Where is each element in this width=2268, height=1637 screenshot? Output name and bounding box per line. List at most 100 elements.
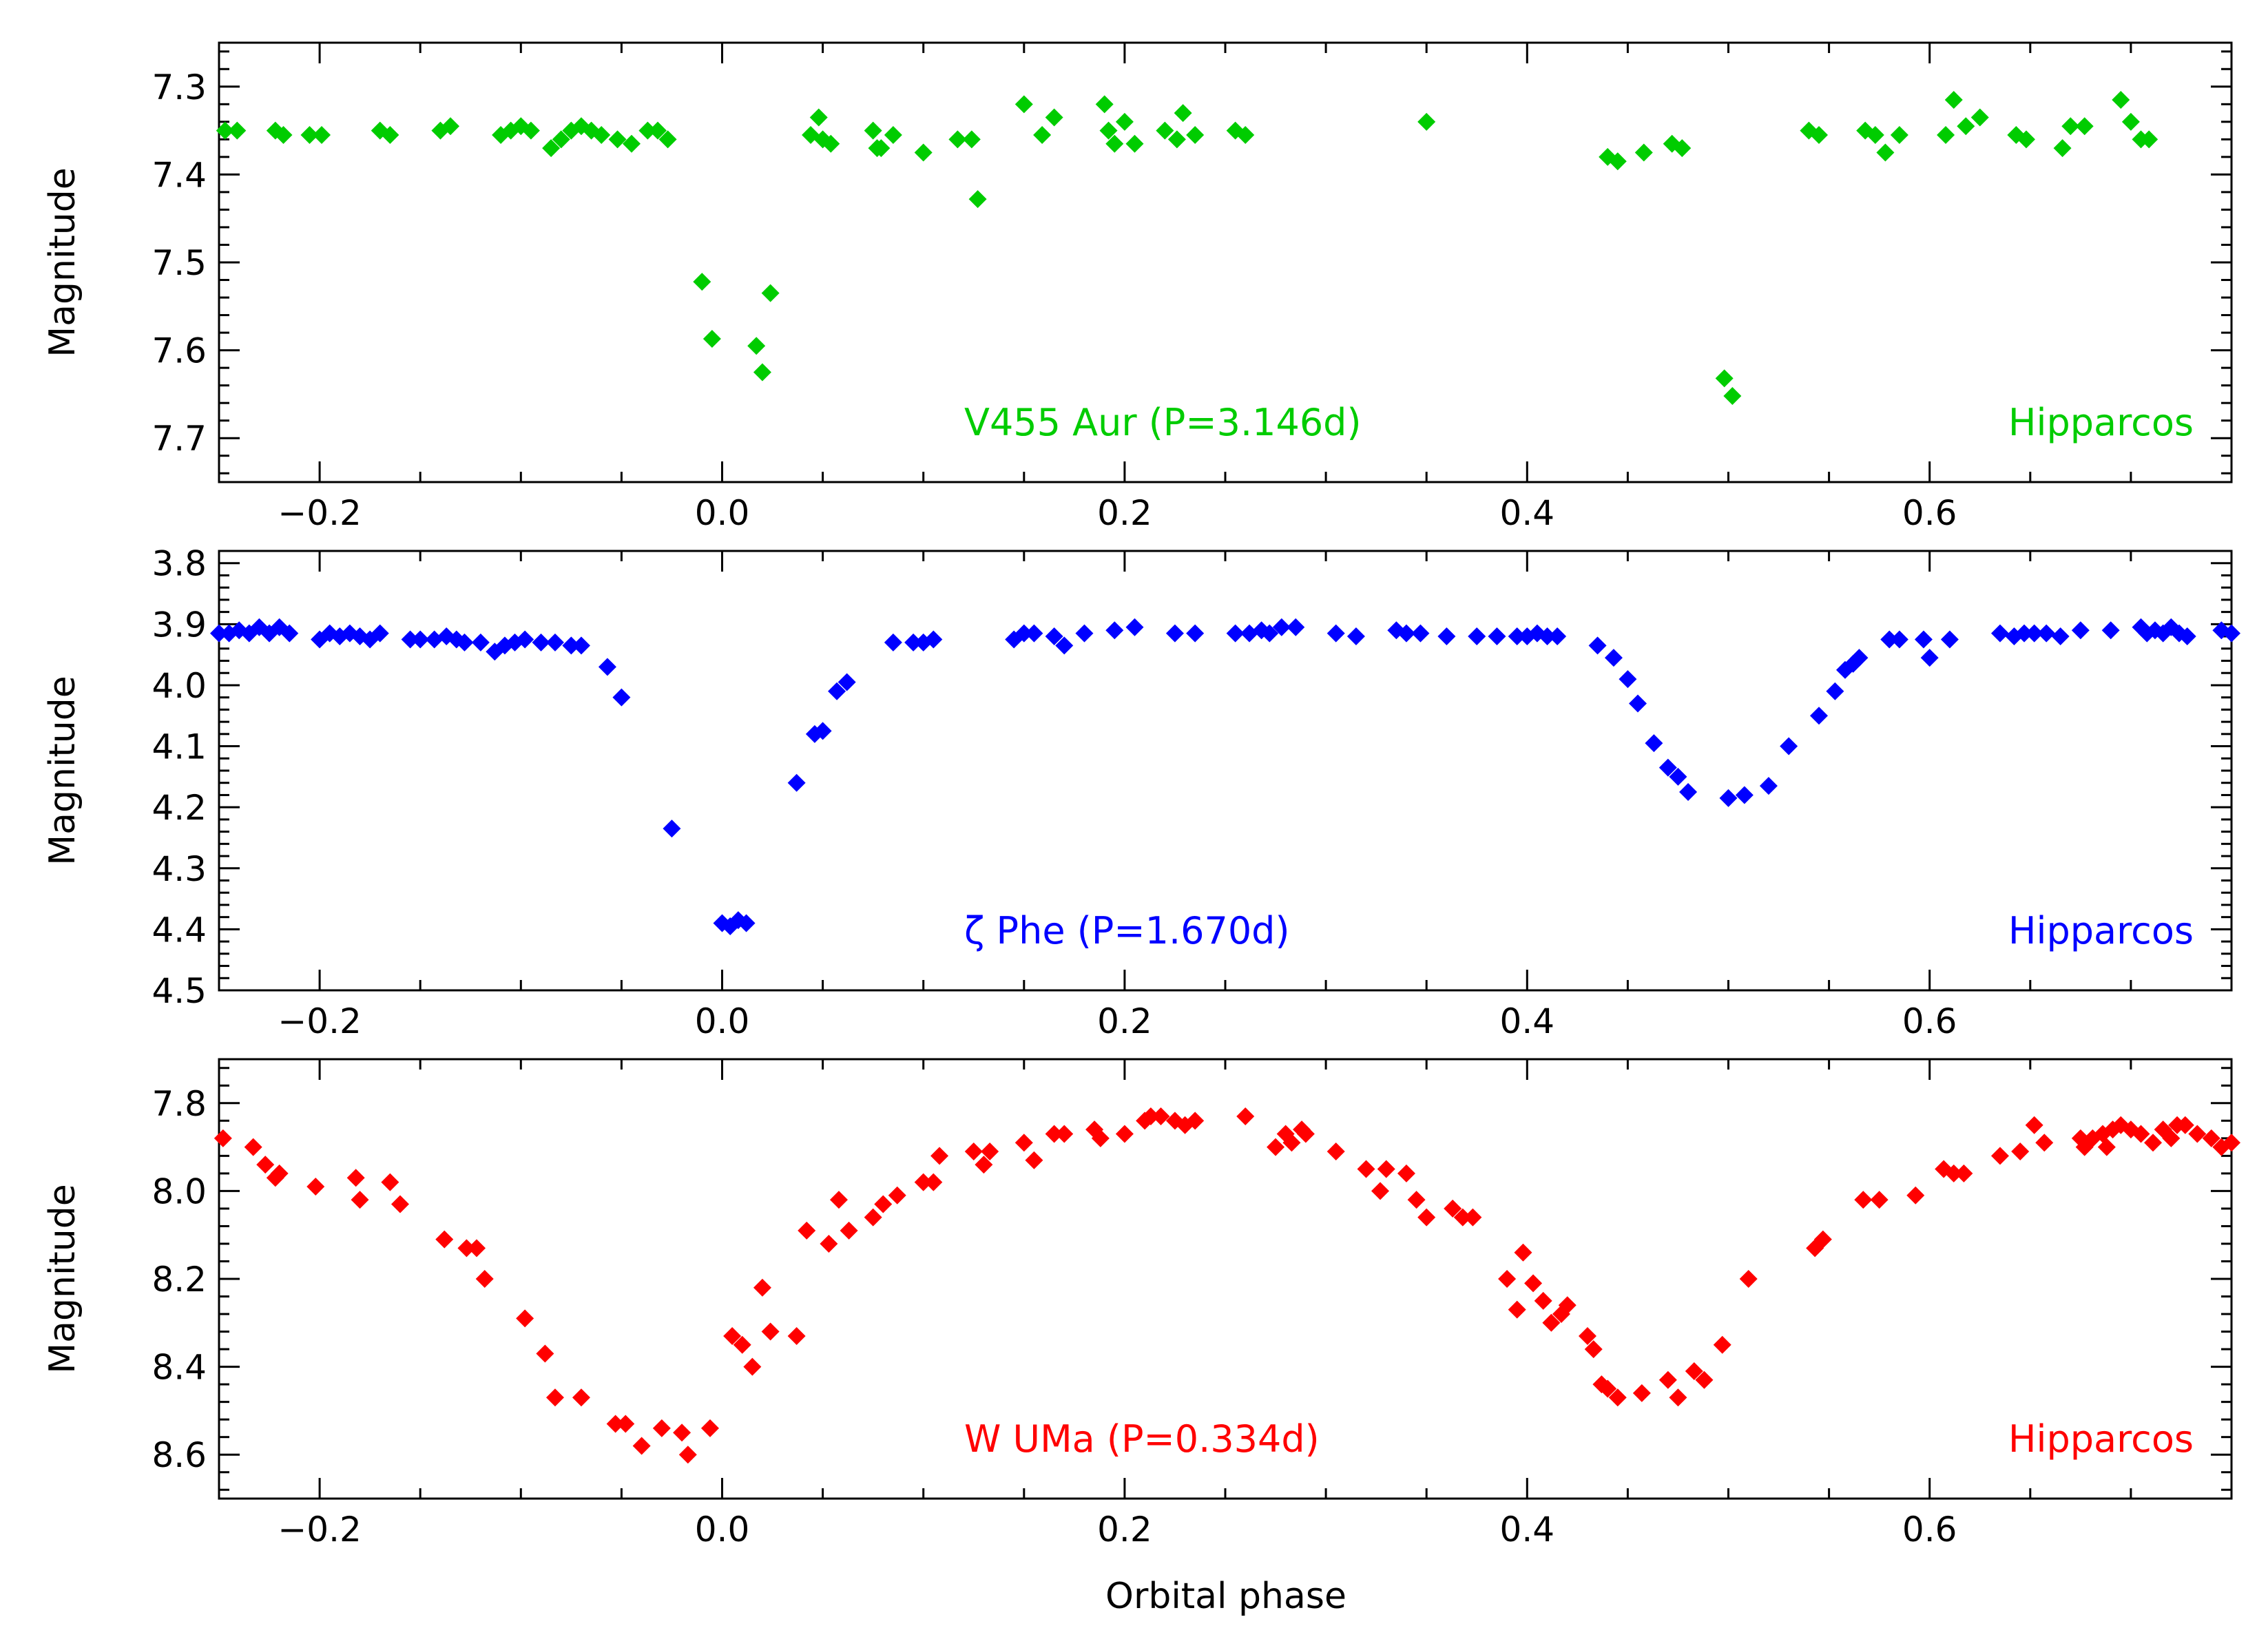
x-tick-label: 0.2 bbox=[1097, 1510, 1152, 1550]
data-point bbox=[2178, 627, 2196, 646]
data-point bbox=[572, 636, 590, 655]
data-point bbox=[2017, 130, 2035, 149]
data-point bbox=[1226, 624, 1245, 643]
data-point bbox=[468, 1239, 486, 1258]
data-point bbox=[700, 1419, 719, 1437]
data-point bbox=[244, 1138, 262, 1156]
data-point bbox=[280, 624, 299, 643]
x-tick-label: 0.2 bbox=[1097, 1001, 1152, 1041]
data-point bbox=[1809, 707, 1828, 725]
data-point bbox=[1619, 670, 1637, 689]
data-point bbox=[1514, 1243, 1532, 1262]
data-point bbox=[673, 1424, 691, 1442]
data-points bbox=[210, 618, 2240, 935]
data-point bbox=[1735, 786, 1754, 804]
data-point bbox=[822, 134, 840, 153]
data-point bbox=[1669, 1388, 1687, 1407]
data-point bbox=[924, 1173, 943, 1191]
source-label: Hipparcos bbox=[2008, 401, 2194, 444]
data-point bbox=[1914, 630, 1933, 649]
data-point bbox=[2061, 117, 2080, 136]
data-point bbox=[1377, 1160, 1395, 1178]
data-point bbox=[1508, 1300, 1526, 1319]
data-point bbox=[2140, 130, 2158, 149]
data-point bbox=[1186, 125, 1205, 144]
data-point bbox=[1444, 1199, 1462, 1218]
data-point bbox=[1990, 624, 2009, 643]
data-point bbox=[475, 1270, 494, 1288]
data-point bbox=[840, 1221, 858, 1240]
data-point bbox=[1658, 1370, 1677, 1389]
data-point bbox=[471, 633, 490, 651]
data-point bbox=[2202, 1129, 2220, 1147]
data-point bbox=[608, 130, 627, 149]
data-point bbox=[1498, 1270, 1517, 1288]
data-point bbox=[1115, 112, 1134, 131]
data-point bbox=[2112, 90, 2130, 109]
data-point bbox=[1558, 1296, 1577, 1315]
data-point bbox=[693, 273, 711, 291]
data-point bbox=[1937, 125, 1955, 144]
data-point bbox=[552, 130, 570, 149]
data-point bbox=[210, 624, 228, 643]
source-label: Hipparcos bbox=[2008, 1417, 2194, 1461]
data-point bbox=[536, 1344, 554, 1363]
x-tick-label: 0.6 bbox=[1902, 1001, 1957, 1041]
data-point bbox=[521, 121, 540, 140]
data-point bbox=[598, 658, 616, 676]
data-point bbox=[1141, 1107, 1160, 1125]
data-point bbox=[874, 1195, 893, 1213]
data-point bbox=[1417, 112, 1436, 131]
data-point bbox=[864, 121, 882, 140]
panel-1: −0.2 0.0 0.2 0.4 0.6 7.3 7.4 7.5 7.6 7.7 Magnitude… bbox=[42, 41, 2233, 533]
data-point bbox=[2071, 621, 2090, 640]
data-point bbox=[1411, 624, 1430, 643]
data-point bbox=[1538, 627, 1557, 646]
x-tick-label: 0.0 bbox=[695, 493, 750, 533]
data-point bbox=[1115, 1125, 1134, 1143]
data-point bbox=[1739, 1270, 1758, 1288]
data-point bbox=[678, 1446, 697, 1464]
data-point bbox=[1608, 1388, 1627, 1407]
data-point bbox=[2223, 1134, 2240, 1152]
data-point bbox=[1125, 618, 1144, 636]
y-tick-label: 4.3 bbox=[152, 849, 207, 889]
data-point bbox=[1240, 624, 1259, 643]
data-point bbox=[1695, 1370, 1714, 1389]
data-point bbox=[300, 125, 319, 144]
star-label: ζ Phe (P=1.670d) bbox=[964, 909, 1290, 952]
panel-2: −0.2 0.0 0.2 0.4 0.6 3.8 3.9 4.0 4.1 4.2 4.3 4.4 4.5… bbox=[42, 544, 2240, 1041]
data-point bbox=[723, 1326, 742, 1345]
data-point bbox=[351, 1191, 369, 1209]
x-tick-label: −0.2 bbox=[278, 493, 361, 533]
data-point bbox=[2176, 1116, 2194, 1134]
y-tick-label: 4.1 bbox=[152, 727, 207, 767]
data-point bbox=[753, 363, 771, 382]
data-point bbox=[820, 1234, 838, 1253]
data-point bbox=[270, 1164, 289, 1182]
data-point bbox=[1719, 789, 1738, 807]
data-point bbox=[2051, 627, 2070, 646]
y-tick-label: 7.6 bbox=[152, 331, 207, 371]
data-point bbox=[968, 190, 987, 209]
data-point bbox=[1468, 627, 1486, 646]
data-point bbox=[1055, 636, 1074, 655]
data-points bbox=[216, 90, 2158, 405]
data-point bbox=[1957, 117, 1975, 136]
panel-3: −0.2 0.0 0.2 0.4 0.6 7.8 8.0 8.2 8.4 8.6 Magnitude… bbox=[42, 1058, 2240, 1550]
data-point bbox=[381, 125, 399, 144]
data-point bbox=[1186, 1112, 1205, 1130]
data-point bbox=[1156, 121, 1174, 140]
data-point bbox=[2162, 1129, 2181, 1147]
data-point bbox=[1075, 624, 1094, 643]
data-point bbox=[545, 1388, 564, 1407]
y-tick-label: 4.4 bbox=[152, 910, 207, 950]
data-point bbox=[1759, 777, 1778, 795]
data-point bbox=[616, 1415, 635, 1433]
data-point bbox=[401, 630, 419, 649]
data-point bbox=[962, 130, 981, 149]
data-point bbox=[1679, 783, 1698, 802]
data-point bbox=[1723, 386, 1742, 405]
data-point bbox=[1599, 1379, 1617, 1398]
data-point bbox=[1940, 630, 1959, 649]
